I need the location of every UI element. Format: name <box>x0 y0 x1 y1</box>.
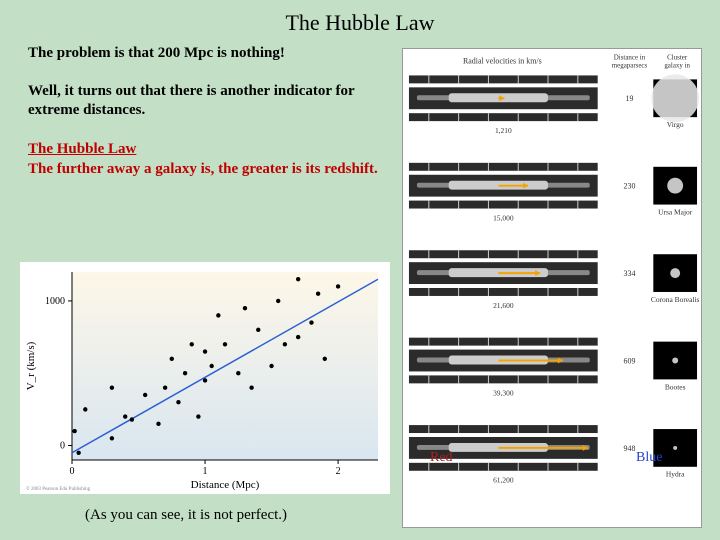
svg-text:galaxy in: galaxy in <box>664 61 690 69</box>
svg-text:Radial velocities in km/s: Radial velocities in km/s <box>463 57 542 66</box>
svg-text:Bootes: Bootes <box>665 382 686 391</box>
footnote: (As you can see, it is not perfect.) <box>85 506 435 525</box>
svg-text:1000: 1000 <box>45 296 65 307</box>
svg-text:15,000: 15,000 <box>493 213 514 222</box>
law-heading: The Hubble Law <box>28 140 378 159</box>
svg-text:334: 334 <box>624 269 636 278</box>
svg-text:Distance (Mpc): Distance (Mpc) <box>191 479 260 491</box>
paragraph-1: The problem is that 200 Mpc is nothing! <box>28 44 378 63</box>
svg-text:Hydra: Hydra <box>666 470 685 479</box>
svg-text:Distance in: Distance in <box>614 54 646 62</box>
svg-text:megaparsecs: megaparsecs <box>612 61 648 69</box>
svg-text:0: 0 <box>60 441 65 452</box>
chart-svg: 0 1 2 0 1000 Distance (Mpc) V_r (km/s) © 2003 P… <box>20 262 390 494</box>
paragraph-2: Well, it turns out that there is another… <box>28 82 378 120</box>
page-title: The Hubble Law <box>0 0 720 42</box>
svg-text:948: 948 <box>624 444 636 453</box>
law-body: The further away a galaxy is, the greate… <box>28 160 378 179</box>
svg-text:Cluster: Cluster <box>667 54 688 62</box>
svg-text:Corona Borealis: Corona Borealis <box>651 295 700 304</box>
svg-text:39,300: 39,300 <box>493 388 514 397</box>
svg-text:0: 0 <box>70 466 75 477</box>
svg-text:230: 230 <box>624 182 636 191</box>
svg-text:19: 19 <box>626 94 634 103</box>
svg-text:© 2003 Pearson Edu Publishing: © 2003 Pearson Edu Publishing <box>26 486 91 492</box>
svg-text:Ursa Major: Ursa Major <box>658 207 693 216</box>
svg-text:1: 1 <box>203 466 208 477</box>
svg-text:2: 2 <box>336 466 341 477</box>
svg-text:609: 609 <box>624 356 636 365</box>
svg-text:21,600: 21,600 <box>493 301 514 310</box>
blue-label: Blue <box>636 450 662 466</box>
svg-text:V_r (km/s): V_r (km/s) <box>25 341 37 390</box>
red-label: Red <box>430 450 453 466</box>
hubble-chart: 0 1 2 0 1000 Distance (Mpc) V_r (km/s) © 2003 P… <box>20 262 390 494</box>
svg-text:1,210: 1,210 <box>495 126 512 135</box>
svg-text:61,200: 61,200 <box>493 476 514 485</box>
svg-text:Virgo: Virgo <box>667 120 684 129</box>
